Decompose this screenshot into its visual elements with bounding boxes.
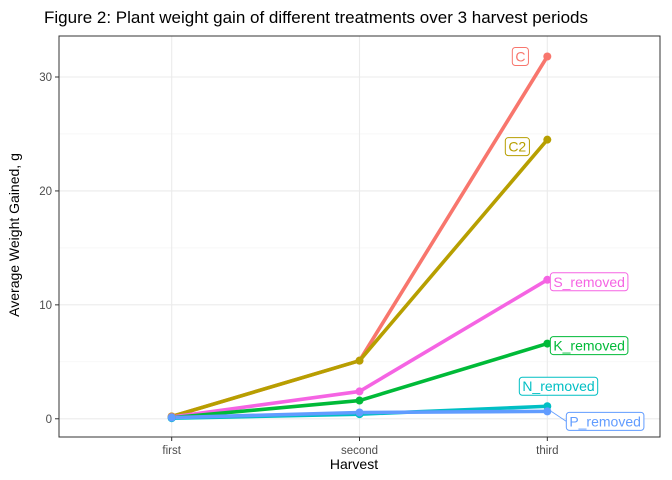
y-axis: 0 10 20 30	[39, 72, 59, 426]
data-point-s-removed	[355, 387, 364, 396]
y-tick-label: 10	[39, 300, 52, 312]
data-point-k-removed	[543, 339, 552, 348]
y-tick-label: 20	[39, 186, 52, 198]
label-text: C2	[508, 139, 526, 155]
y-tick-label: 30	[39, 72, 52, 84]
data-point-p-removed	[355, 408, 364, 417]
data-point-p-removed	[543, 407, 552, 416]
label-box	[511, 47, 529, 67]
y-tick-label: 0	[46, 414, 52, 426]
series-label-c2: C2	[504, 137, 530, 157]
series-label-n-removed: N_removed	[518, 376, 599, 396]
y-axis-title: Average Weight Gained, g	[6, 153, 22, 317]
data-point-s-removed	[543, 275, 552, 284]
data-point-c2	[543, 135, 552, 144]
data-point-p-removed	[167, 413, 176, 422]
x-axis-title: Harvest	[330, 456, 378, 472]
label-text: S_removed	[553, 274, 625, 290]
data-point-c2	[355, 356, 364, 365]
label-box	[518, 376, 599, 396]
data-point-c	[543, 52, 552, 61]
label-box	[504, 137, 530, 157]
plot-area: C C2 S_removed K_removed N_removed P_removed	[58, 35, 661, 438]
x-tick-label: first	[162, 445, 181, 457]
label-text: K_removed	[553, 338, 625, 354]
gridlines	[59, 36, 660, 437]
x-tick-label: third	[536, 445, 558, 457]
label-box	[549, 272, 629, 292]
x-tick-label: second	[341, 445, 378, 457]
chart-title: Figure 2: Plant weight gain of different…	[44, 8, 588, 27]
series-labels: C C2 S_removed K_removed N_removed P_removed	[504, 47, 645, 431]
data-point-k-removed	[355, 396, 364, 405]
series-label-s-removed: S_removed	[549, 272, 629, 292]
label-box	[549, 336, 629, 356]
x-axis: first second third	[162, 437, 559, 457]
label-text: C	[515, 49, 525, 65]
label-text: P_removed	[569, 413, 641, 429]
label-text: N_removed	[522, 378, 594, 394]
series-label-p-removed: P_removed	[551, 411, 645, 431]
label-leader-line	[551, 411, 567, 422]
series-label-c: C	[511, 47, 529, 67]
series-label-k-removed: K_removed	[549, 336, 629, 356]
series-points	[167, 52, 552, 423]
